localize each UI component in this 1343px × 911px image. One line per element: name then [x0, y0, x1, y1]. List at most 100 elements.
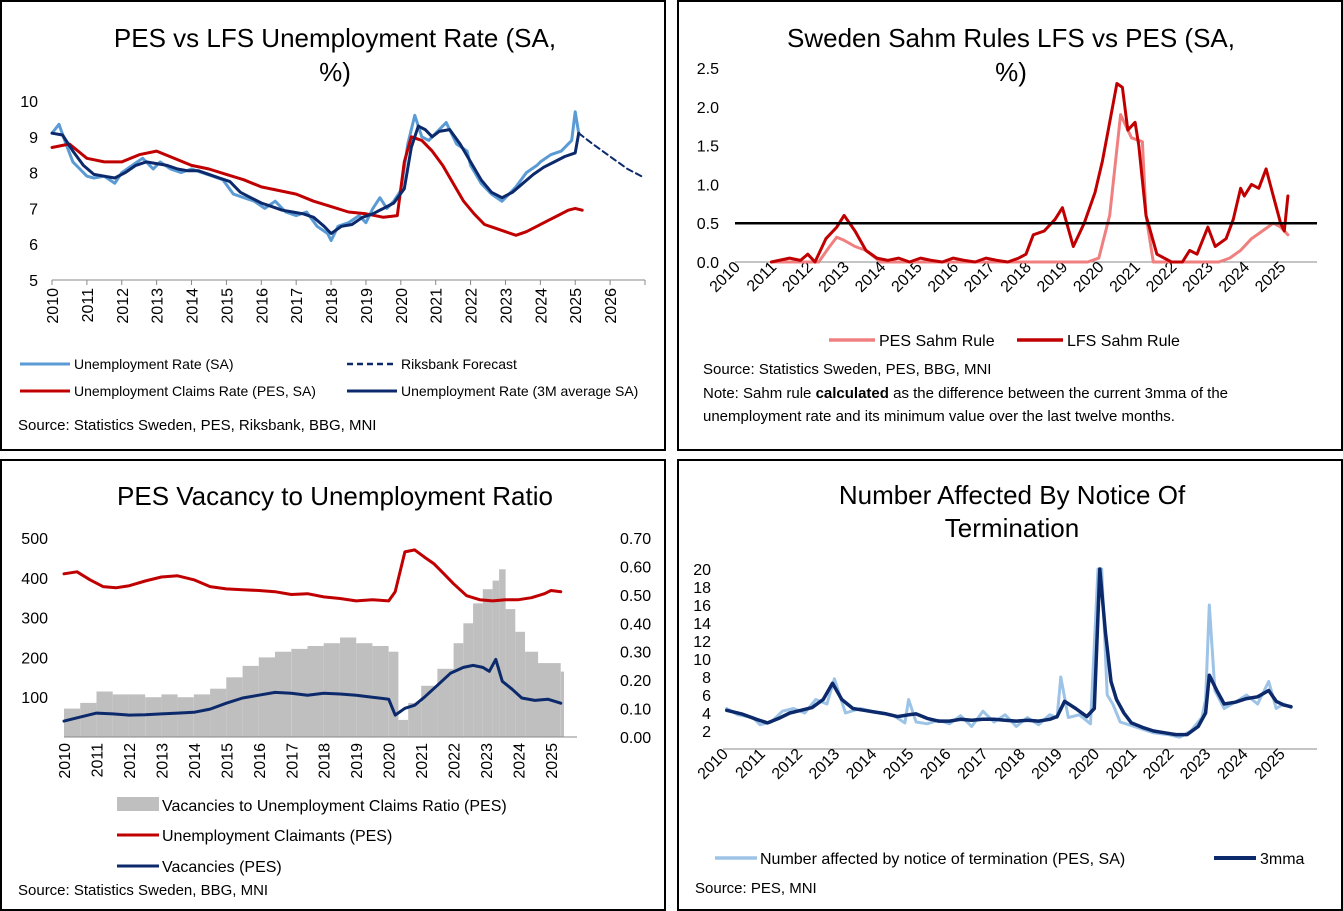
note-text-line2: unemployment rate and its minimum value …: [703, 408, 1175, 425]
y-tick-label: 1.0: [697, 177, 719, 194]
x-tick-label: 2022: [1140, 746, 1177, 783]
x-tick-label: 2023: [1180, 259, 1217, 296]
y-tick-label: 8: [702, 670, 711, 687]
x-tick-label: 2012: [779, 259, 816, 296]
y-tick-label: 1.5: [697, 139, 719, 156]
bar: [560, 671, 564, 737]
x-tick-label: 2012: [122, 743, 139, 779]
bar: [356, 643, 373, 737]
y-tick-label: 8: [29, 166, 38, 183]
y-tick-label-left: 200: [21, 650, 48, 667]
x-tick-label: 2010: [695, 746, 732, 783]
bar: [515, 631, 525, 737]
bar: [463, 623, 474, 737]
source-text: Source: Statistics Sweden, BBG, MNI: [18, 882, 268, 899]
x-tick-label: 2022: [464, 288, 481, 324]
chart-vacancy-ratio: PES Vacancy to Unemployment Ratio 100 200…: [18, 481, 651, 899]
chart-notice-termination: Number Affected By Notice Of Termination…: [693, 480, 1317, 897]
x-tick-label: 2024: [533, 288, 550, 324]
chart-title-line1: Sweden Sahm Rules LFS vs PES (SA,: [787, 23, 1235, 53]
bar: [340, 637, 357, 737]
series-line-unemployment-rate-sa: [50, 110, 581, 243]
legend-label-vacancies: Vacancies (PES): [162, 859, 282, 876]
legend-label-claims: Unemployment Claims Rate (PES, SA): [74, 383, 316, 399]
x-tick-label: 2025: [544, 743, 561, 779]
y-tick-label-right: 0.40: [620, 616, 651, 633]
chart-sahm-rules: Sweden Sahm Rules LFS vs PES (SA, %) 0.0…: [697, 23, 1317, 425]
y-tick-label: 9: [29, 130, 38, 147]
source-text: Source: Statistics Sweden, PES, Riksbank…: [18, 417, 376, 434]
y-tick-label-left: 100: [21, 690, 48, 707]
x-tick-label: 2021: [429, 288, 446, 324]
x-tick-label: 2017: [284, 743, 301, 779]
bar: [421, 685, 438, 737]
x-tick-label: 2024: [1214, 746, 1251, 783]
x-tick-label: 2026: [603, 288, 620, 324]
bar: [482, 589, 493, 737]
x-tick-label: 2012: [115, 288, 132, 324]
x-tick-label: 2011: [733, 746, 769, 782]
x-tick-label: 2023: [499, 288, 516, 324]
x-tick-label: 2015: [880, 746, 917, 783]
x-tick-label: 2020: [1066, 746, 1103, 783]
legend-label-ur-sa: Unemployment Rate (SA): [74, 356, 234, 372]
bar: [177, 697, 194, 737]
y-tick-label: 0.0: [697, 255, 719, 272]
series-line-vacancies-pes: [62, 657, 563, 723]
bar: [145, 697, 162, 737]
panel-sahm-rules: Sweden Sahm Rules LFS vs PES (SA, %) 0.0…: [677, 0, 1343, 451]
chart-title-line1: PES vs LFS Unemployment Rate (SA,: [114, 23, 556, 53]
series-line-3mma: [724, 567, 1293, 737]
bar: [453, 643, 464, 737]
legend-label-pes-sahm: PES Sahm Rule: [879, 333, 995, 350]
x-tick-label: 2019: [1029, 746, 1066, 783]
x-tick-label: 2013: [816, 259, 853, 296]
y-tick-label: 18: [693, 580, 711, 597]
x-tick-label: 2012: [769, 746, 806, 783]
series-line-lfs-sahm-rule: [769, 82, 1290, 264]
bar: [210, 688, 227, 737]
x-tick-label: 2010: [45, 288, 62, 324]
y-tick-label: 10: [20, 94, 38, 111]
y-tick-label-right: 0.20: [620, 673, 651, 690]
x-tick-label: 2018: [998, 259, 1035, 296]
bar: [80, 702, 97, 737]
y-tick-label: 16: [693, 598, 711, 615]
x-tick-label: 2023: [479, 743, 496, 779]
x-tick-label: 2025: [1252, 746, 1289, 783]
x-tick-label: 2015: [889, 259, 926, 296]
x-tick-label: 2018: [317, 743, 334, 779]
panel-vacancy-ratio: PES Vacancy to Unemployment Ratio 100 200…: [0, 459, 666, 911]
chart-title-line1: Number Affected By Notice Of: [839, 480, 1186, 510]
bar: [226, 677, 243, 737]
note-pre: Note: Sahm rule: [703, 385, 816, 402]
x-tick-label: 2011: [90, 743, 107, 778]
x-tick-label: 2015: [219, 288, 236, 324]
y-tick-label: 12: [693, 634, 711, 651]
x-tick-label: 2022: [1143, 259, 1180, 296]
chart-pes-vs-lfs: PES vs LFS Unemployment Rate (SA, %) 5 6 7…: [18, 23, 646, 434]
legend-label-claimants: Unemployment Claimants (PES): [162, 828, 392, 845]
x-tick-label: 2013: [806, 746, 843, 783]
y-tick-label: 2.0: [697, 100, 719, 117]
y-tick-label-right: 0.10: [620, 702, 651, 719]
x-tick-label: 2021: [1107, 259, 1144, 296]
x-tick-label: 2011: [80, 288, 97, 323]
y-tick-label: 7: [29, 201, 38, 218]
x-tick-label: 2010: [57, 743, 74, 779]
x-tick-label: 2014: [852, 259, 889, 296]
x-tick-label: 2023: [1177, 746, 1214, 783]
x-tick-label: 2020: [394, 288, 411, 324]
legend-label-3mma: 3mma: [1260, 851, 1305, 868]
legend-label-lfs-sahm: LFS Sahm Rule: [1067, 333, 1180, 350]
series-line-unemployment-rate-3m-average-sa: [50, 124, 581, 235]
x-tick-label: 2020: [1070, 259, 1107, 296]
bar: [193, 694, 211, 737]
bar: [64, 708, 81, 737]
bar: [551, 663, 561, 737]
chart-title-line2: %): [995, 57, 1027, 87]
source-text: Source: Statistics Sweden, PES, BBG, MNI: [703, 361, 991, 378]
bar: [505, 609, 516, 737]
x-tick-label: 2013: [154, 743, 171, 779]
x-tick-label: 2021: [1103, 746, 1140, 783]
